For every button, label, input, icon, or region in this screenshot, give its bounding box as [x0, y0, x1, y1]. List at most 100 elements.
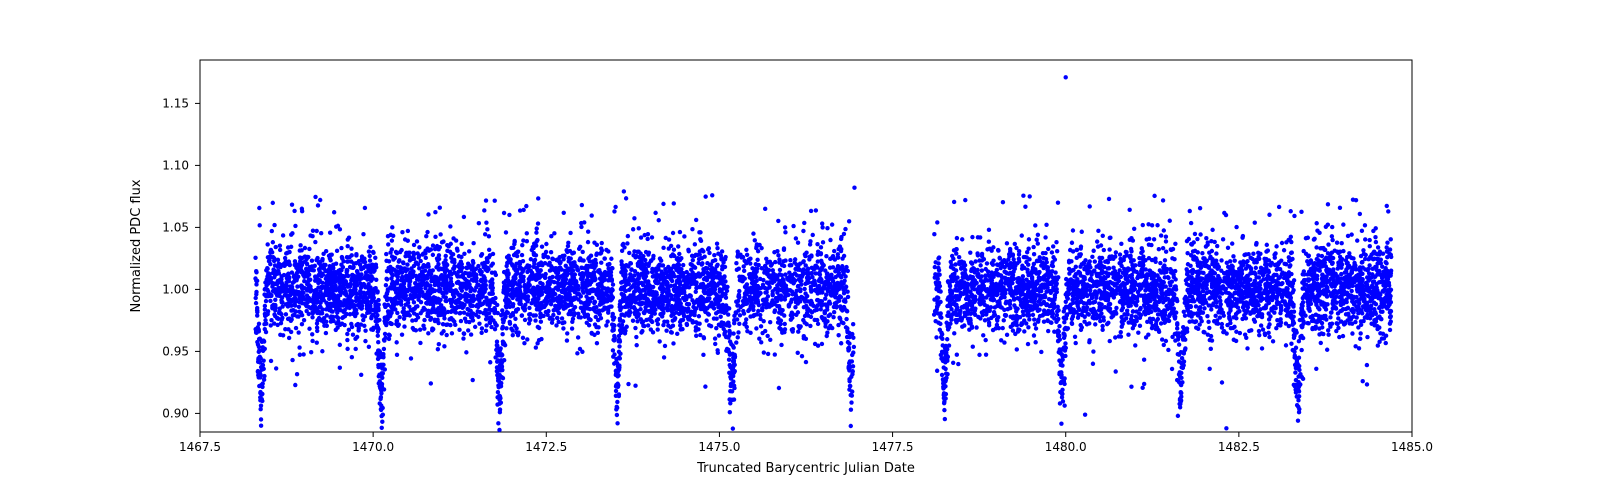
data-point — [762, 350, 766, 354]
data-point — [286, 301, 290, 305]
data-point — [541, 253, 545, 257]
data-point — [699, 239, 703, 243]
data-point — [485, 260, 489, 264]
data-point — [734, 261, 738, 265]
data-point — [315, 340, 319, 344]
data-point — [486, 266, 490, 270]
data-point — [501, 325, 505, 329]
data-point — [624, 283, 628, 287]
data-point — [594, 253, 598, 257]
data-point — [334, 328, 338, 332]
data-point — [639, 281, 643, 285]
x-tick-label: 1477.5 — [872, 440, 914, 454]
data-point — [319, 231, 323, 235]
data-point — [776, 253, 780, 257]
data-point — [336, 224, 340, 228]
data-point — [579, 300, 583, 304]
data-point — [656, 327, 660, 331]
data-point — [626, 234, 630, 238]
data-point — [506, 271, 510, 275]
data-point — [590, 213, 594, 217]
data-point — [258, 223, 262, 227]
data-point — [513, 291, 517, 295]
data-point — [454, 238, 458, 242]
y-tick-label: 1.00 — [162, 282, 189, 296]
data-point — [825, 226, 829, 230]
data-point — [496, 311, 500, 315]
data-point — [704, 318, 708, 322]
data-point — [555, 316, 559, 320]
data-point — [271, 201, 275, 205]
data-point — [642, 233, 646, 237]
data-point — [279, 274, 283, 278]
data-point — [746, 298, 750, 302]
data-point — [849, 407, 853, 411]
data-point — [339, 262, 343, 266]
data-point — [347, 236, 351, 240]
data-point — [374, 319, 378, 323]
data-point — [299, 270, 303, 274]
data-point — [614, 407, 618, 411]
data-point — [414, 274, 418, 278]
data-point — [284, 312, 288, 316]
data-point — [647, 261, 651, 265]
data-point — [395, 294, 399, 298]
data-point — [671, 341, 675, 345]
data-point — [731, 331, 735, 335]
data-point — [843, 227, 847, 231]
data-point — [564, 264, 568, 268]
data-point — [698, 333, 702, 337]
data-point — [753, 282, 757, 286]
data-point — [477, 221, 481, 225]
data-point — [748, 289, 752, 293]
data-point — [940, 373, 944, 377]
data-point — [257, 322, 261, 326]
data-point — [545, 284, 549, 288]
data-point — [843, 307, 847, 311]
data-point — [305, 257, 309, 261]
data-point — [528, 289, 532, 293]
data-point — [379, 395, 383, 399]
data-point — [560, 316, 564, 320]
data-point — [768, 338, 772, 342]
data-point — [488, 298, 492, 302]
data-point — [653, 211, 657, 215]
data-point — [295, 372, 299, 376]
data-point — [476, 264, 480, 268]
data-point — [742, 269, 746, 273]
data-point — [753, 272, 757, 276]
data-point — [550, 321, 554, 325]
data-point — [602, 307, 606, 311]
data-point — [555, 285, 559, 289]
data-point — [534, 313, 538, 317]
data-point — [402, 306, 406, 310]
data-point — [302, 279, 306, 283]
data-point — [436, 300, 440, 304]
data-point — [834, 305, 838, 309]
data-point — [579, 225, 583, 229]
data-point — [606, 296, 610, 300]
data-point — [614, 357, 618, 361]
data-point — [293, 224, 297, 228]
data-point — [796, 351, 800, 355]
data-point — [581, 258, 585, 262]
data-point — [595, 310, 599, 314]
data-point — [569, 266, 573, 270]
data-point — [730, 352, 734, 356]
data-point — [654, 302, 658, 306]
data-point — [796, 324, 800, 328]
data-point — [686, 317, 690, 321]
data-point — [644, 292, 648, 296]
data-point — [286, 297, 290, 301]
data-point — [661, 246, 665, 250]
data-point — [495, 340, 499, 344]
data-point — [796, 284, 800, 288]
data-point — [292, 209, 296, 213]
data-point — [499, 368, 503, 372]
data-point — [467, 249, 471, 253]
data-point — [700, 262, 704, 266]
data-point — [560, 289, 564, 293]
data-point — [710, 193, 714, 197]
data-point — [607, 278, 611, 282]
data-point — [448, 250, 452, 254]
